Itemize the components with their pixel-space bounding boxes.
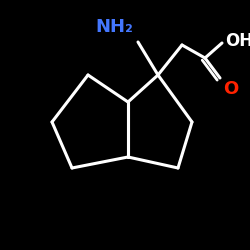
Text: OH: OH: [225, 32, 250, 50]
Text: NH₂: NH₂: [95, 18, 133, 36]
Text: O: O: [223, 80, 238, 98]
